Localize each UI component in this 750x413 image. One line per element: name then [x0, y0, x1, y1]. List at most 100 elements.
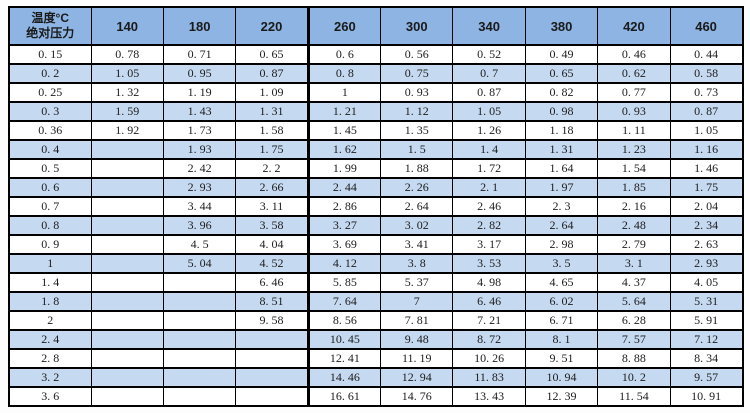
value-cell: 11. 19 [380, 348, 454, 369]
value-cell: 3. 69 [306, 234, 382, 255]
value-cell [90, 215, 164, 236]
value-cell: 1. 54 [597, 158, 671, 179]
value-cell: 3. 41 [380, 234, 454, 255]
value-cell: 1. 97 [524, 177, 599, 198]
value-cell: 1. 75 [235, 139, 309, 160]
temperature-column-header: 220 [235, 6, 309, 46]
value-cell: 4. 98 [452, 272, 526, 293]
value-cell: 0. 8 [306, 63, 382, 84]
value-cell: 1. 92 [90, 120, 164, 141]
pressure-cell: 1. 8 [8, 291, 92, 312]
value-cell: 4. 04 [235, 234, 309, 255]
value-cell: 1. 12 [380, 101, 454, 122]
value-cell: 6. 02 [524, 291, 599, 312]
value-cell: 8. 88 [597, 348, 671, 369]
header-row: 温度°C 绝对压力 140 180 220 260 300 340 380 420 460 [8, 6, 744, 46]
value-cell: 9. 57 [669, 367, 744, 388]
value-cell: 1. 45 [306, 120, 382, 141]
value-cell: 2. 64 [524, 215, 599, 236]
pressure-cell: 3. 6 [8, 386, 92, 407]
value-cell: 1. 59 [90, 101, 164, 122]
value-cell: 8. 51 [235, 291, 309, 312]
value-cell [162, 310, 237, 331]
temperature-column-header: 460 [669, 6, 744, 46]
table-row: 0. 3 1. 59 1. 43 1. 31 1. 21 1. 12 1. 05 0. 98 0… [8, 101, 744, 122]
value-cell: 2. 16 [597, 196, 671, 217]
corner-header-pressure-label: 绝对压力 [26, 26, 75, 40]
table-row: 2 9. 58 8. 56 7. 81 7. 21 6. 71 6. 28 5. 91 [8, 310, 744, 331]
pressure-cell: 0. 6 [8, 177, 92, 198]
value-cell: 3. 17 [452, 234, 526, 255]
value-cell [235, 329, 309, 350]
value-cell: 13. 43 [452, 386, 526, 407]
value-cell: 8. 56 [306, 310, 382, 331]
value-cell [90, 196, 164, 217]
value-cell: 5. 31 [669, 291, 744, 312]
value-cell: 7. 64 [306, 291, 382, 312]
table-row: 0. 8 3. 96 3. 58 3. 27 3. 02 2. 82 2. 64 2. 48 2… [8, 215, 744, 236]
table-row: 0. 25 1. 32 1. 19 1. 09 1 0. 93 0. 87 0. 82 0. 7… [8, 82, 744, 103]
value-cell: 5. 04 [162, 253, 237, 274]
value-cell: 2. 98 [524, 234, 599, 255]
value-cell [162, 272, 237, 293]
value-cell: 2. 2 [235, 158, 309, 179]
value-cell: 3. 96 [162, 215, 237, 236]
value-cell: 1. 23 [597, 139, 671, 160]
value-cell: 0. 62 [597, 63, 671, 84]
value-cell: 9. 48 [380, 329, 454, 350]
value-cell: 10. 26 [452, 348, 526, 369]
value-cell: 1. 19 [162, 82, 237, 103]
value-cell: 0. 82 [524, 82, 599, 103]
value-cell: 0. 77 [597, 82, 671, 103]
value-cell: 0. 73 [669, 82, 744, 103]
pressure-cell: 0. 5 [8, 158, 92, 179]
temperature-column-header: 140 [90, 6, 164, 46]
value-cell: 1. 85 [597, 177, 671, 198]
value-cell: 2. 64 [380, 196, 454, 217]
value-cell: 9. 51 [524, 348, 599, 369]
value-cell: 0. 65 [524, 63, 599, 84]
value-cell: 4. 05 [669, 272, 744, 293]
value-cell: 11. 54 [597, 386, 671, 407]
value-cell: 1. 72 [452, 158, 526, 179]
value-cell: 9. 58 [235, 310, 309, 331]
value-cell: 4. 65 [524, 272, 599, 293]
value-cell: 1. 35 [380, 120, 454, 141]
value-cell: 11. 83 [452, 367, 526, 388]
table-row: 0. 36 1. 92 1. 73 1. 58 1. 45 1. 35 1. 26 1. 18… [8, 120, 744, 141]
value-cell: 1. 05 [90, 63, 164, 84]
value-cell: 3. 02 [380, 215, 454, 236]
table-row: 3. 6 16. 61 14. 76 13. 43 12. 39 11. 54 10. 91 [8, 386, 744, 407]
value-cell: 7. 81 [380, 310, 454, 331]
value-cell: 1. 46 [669, 158, 744, 179]
value-cell: 2. 44 [306, 177, 382, 198]
value-cell: 1. 31 [524, 139, 599, 160]
value-cell: 2. 34 [669, 215, 744, 236]
table-row: 1. 4 6. 46 5. 85 5. 37 4. 98 4. 65 4. 37 4. 05 [8, 272, 744, 293]
value-cell: 1. 32 [90, 82, 164, 103]
value-cell [90, 139, 164, 160]
value-cell [90, 177, 164, 198]
value-cell: 2. 66 [235, 177, 309, 198]
value-cell: 1. 31 [235, 101, 309, 122]
value-cell: 0. 75 [380, 63, 454, 84]
value-cell: 1. 05 [669, 120, 744, 141]
table-row: 0. 7 3. 44 3. 11 2. 86 2. 64 2. 46 2. 3 2. 16 2.… [8, 196, 744, 217]
value-cell: 0. 44 [669, 44, 744, 65]
value-cell: 0. 71 [162, 44, 237, 65]
value-cell: 4. 52 [235, 253, 309, 274]
value-cell: 2. 46 [452, 196, 526, 217]
value-cell: 0. 52 [452, 44, 526, 65]
pressure-cell: 3. 2 [8, 367, 92, 388]
value-cell: 0. 98 [524, 101, 599, 122]
value-cell: 0. 46 [597, 44, 671, 65]
value-cell: 3. 27 [306, 215, 382, 236]
value-cell: 10. 2 [597, 367, 671, 388]
pressure-cell: 0. 3 [8, 101, 92, 122]
value-cell: 4. 37 [597, 272, 671, 293]
value-cell: 1. 4 [452, 139, 526, 160]
value-cell [162, 386, 237, 407]
table-row: 0. 4 1. 93 1. 75 1. 62 1. 5 1. 4 1. 31 1. 23 1. … [8, 139, 744, 160]
value-cell: 5. 85 [306, 272, 382, 293]
value-cell: 2. 93 [669, 253, 744, 274]
